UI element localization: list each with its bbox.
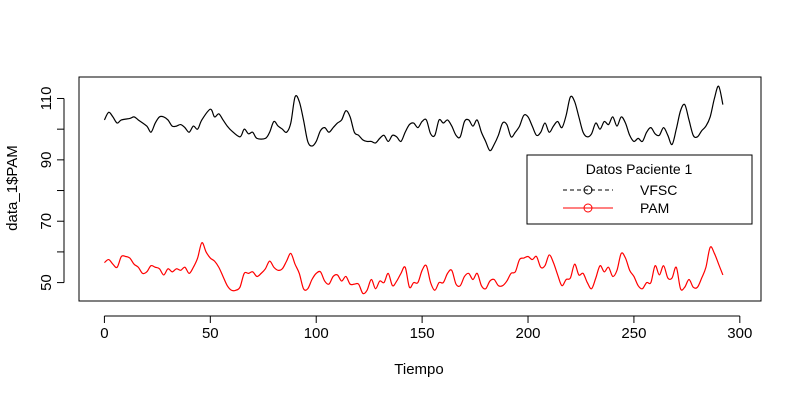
x-tick-label: 250	[621, 325, 646, 342]
legend-vfsc-marker	[583, 185, 593, 195]
series-layer	[103, 85, 724, 295]
x-tick-label: 200	[516, 325, 541, 342]
series-line-vfsc	[103, 85, 724, 152]
legend-pam-label: PAM	[640, 200, 669, 216]
plot-box	[78, 76, 762, 302]
y-axis-title: data_1$PAM	[4, 145, 21, 231]
x-tick-label: 150	[410, 325, 435, 342]
legend-vfsc-label: VFSC	[640, 182, 677, 198]
x-tick-label: 0	[100, 325, 108, 342]
x-tick-label: 50	[202, 325, 219, 342]
x-tick-label: 300	[727, 325, 752, 342]
legend-pam-marker	[583, 203, 593, 213]
x-tick-label: 100	[304, 325, 329, 342]
legend-title: Datos Paciente 1	[586, 161, 693, 177]
y-tick-label: 110	[38, 87, 55, 111]
x-axis: 0 50 100 150 200 250 300	[100, 315, 752, 342]
y-tick-label: 70	[38, 213, 55, 230]
legend: Datos Paciente 1 VFSC PAM	[526, 154, 753, 225]
series-line-pam	[104, 242, 724, 295]
y-tick-label: 50	[38, 274, 55, 291]
x-axis-title: Tiempo	[394, 361, 443, 378]
y-tick-label: 90	[38, 152, 55, 169]
y-axis: 50 70 90 110	[38, 87, 65, 291]
